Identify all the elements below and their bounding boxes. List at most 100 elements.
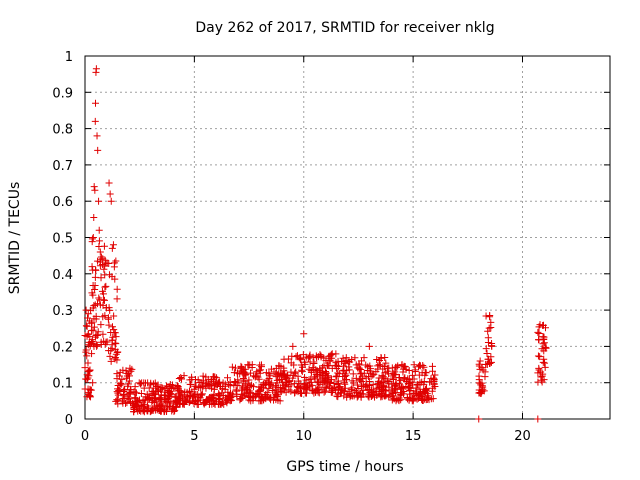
data-point — [190, 385, 198, 393]
data-point — [93, 342, 101, 350]
data-point — [540, 339, 548, 347]
data-point — [334, 377, 342, 385]
data-point — [98, 287, 106, 295]
data-point — [381, 392, 389, 400]
data-point — [228, 363, 236, 371]
data-point — [358, 372, 366, 380]
data-point — [111, 259, 119, 267]
data-point — [131, 394, 139, 402]
data-point — [285, 386, 293, 394]
data-point — [112, 340, 120, 348]
data-point — [209, 394, 217, 402]
data-point — [481, 373, 489, 381]
data-point — [202, 397, 210, 405]
data-point — [267, 365, 275, 373]
data-point — [358, 357, 365, 365]
data-point — [377, 353, 385, 361]
data-point — [317, 376, 325, 384]
data-point — [102, 282, 110, 290]
x-tick-label: 10 — [295, 429, 312, 444]
data-point — [241, 391, 249, 399]
data-point — [116, 368, 124, 376]
data-point — [171, 406, 179, 414]
x-axis-title: GPS time / hours — [286, 459, 403, 475]
data-point — [128, 365, 136, 373]
data-point — [267, 394, 275, 402]
data-point — [351, 354, 359, 362]
data-point — [258, 397, 266, 405]
data-point — [83, 352, 91, 360]
data-point — [325, 384, 333, 392]
data-point — [191, 382, 199, 390]
data-point — [105, 304, 113, 312]
data-point — [364, 392, 372, 400]
data-point — [283, 379, 291, 387]
data-point — [109, 241, 117, 249]
data-point — [484, 334, 492, 342]
data-point — [339, 354, 347, 362]
data-point — [313, 378, 321, 386]
data-point — [83, 393, 91, 401]
data-point — [89, 266, 97, 274]
data-point — [327, 388, 335, 396]
data-point — [328, 350, 336, 358]
data-point — [127, 367, 135, 375]
data-point — [140, 408, 148, 416]
data-point — [255, 367, 263, 375]
data-point — [344, 357, 352, 365]
data-point — [95, 226, 103, 234]
data-point — [82, 306, 90, 314]
data-point — [410, 389, 418, 397]
y-tick-label: 0.5 — [52, 232, 73, 247]
data-point — [95, 237, 103, 245]
data-point — [345, 363, 353, 371]
data-point — [114, 381, 122, 389]
data-point — [389, 369, 397, 377]
data-point — [92, 331, 100, 339]
data-point — [228, 390, 236, 398]
data-point — [115, 372, 123, 380]
data-point — [541, 359, 549, 367]
data-point — [359, 381, 367, 389]
data-point — [335, 383, 343, 391]
data-point — [300, 358, 308, 366]
data-point — [383, 377, 391, 385]
data-point — [475, 376, 483, 384]
data-point — [279, 386, 287, 394]
data-point — [175, 397, 183, 405]
data-point — [186, 380, 194, 388]
data-point — [396, 377, 404, 385]
data-point — [120, 390, 128, 398]
data-point — [95, 197, 103, 205]
data-point — [534, 415, 542, 423]
data-point — [86, 367, 94, 375]
data-point — [369, 371, 377, 379]
data-point — [109, 323, 117, 331]
data-point — [83, 375, 91, 383]
data-point — [96, 296, 104, 304]
data-point — [126, 399, 134, 407]
data-point — [194, 397, 202, 405]
data-point — [382, 359, 390, 367]
data-point — [334, 357, 342, 365]
data-point — [334, 369, 342, 377]
data-point — [108, 341, 116, 349]
y-tick-label: 0.3 — [52, 304, 73, 319]
data-point — [85, 317, 93, 325]
data-point — [136, 396, 144, 404]
data-point — [534, 352, 542, 360]
data-point — [423, 384, 431, 392]
data-point — [155, 404, 163, 412]
data-point — [297, 390, 305, 398]
data-point — [340, 387, 348, 395]
data-point — [174, 384, 182, 392]
data-point — [398, 383, 406, 391]
data-point — [395, 374, 403, 382]
data-point — [91, 117, 99, 125]
data-point — [374, 377, 382, 385]
data-point — [137, 402, 145, 410]
data-point — [485, 355, 493, 363]
data-point — [413, 395, 421, 403]
data-point — [356, 389, 364, 397]
data-point — [486, 312, 494, 320]
